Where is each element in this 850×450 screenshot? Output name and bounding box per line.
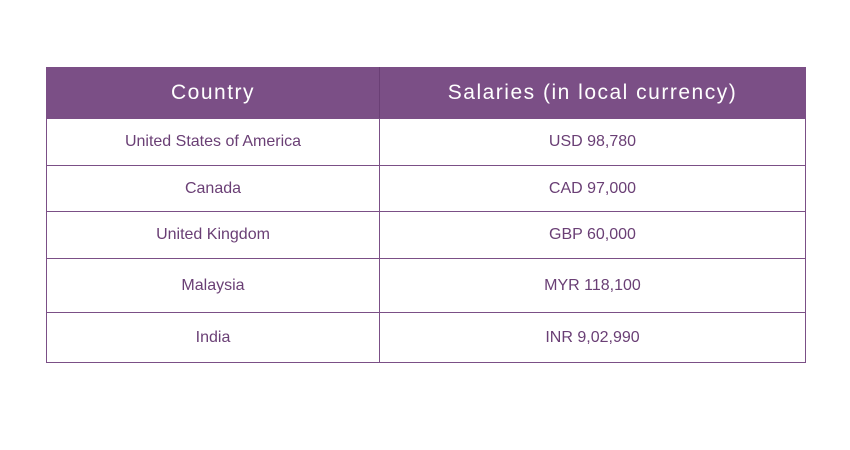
header-country: Country bbox=[46, 67, 380, 119]
salary-cell: GBP 60,000 bbox=[379, 211, 806, 259]
header-salary: Salaries (in local currency) bbox=[379, 67, 806, 119]
country-cell: United Kingdom bbox=[46, 211, 380, 259]
country-cell: Malaysia bbox=[46, 258, 380, 313]
salary-table: Country Salaries (in local currency) Uni… bbox=[46, 67, 806, 363]
table-row: United States of America USD 98,780 bbox=[46, 118, 806, 166]
table-row: United Kingdom GBP 60,000 bbox=[46, 211, 806, 259]
salary-cell: USD 98,780 bbox=[379, 118, 806, 166]
table-row: India INR 9,02,990 bbox=[46, 312, 806, 363]
country-cell: Canada bbox=[46, 165, 380, 212]
table-row: Malaysia MYR 118,100 bbox=[46, 258, 806, 313]
salary-cell: MYR 118,100 bbox=[379, 258, 806, 313]
salary-cell: CAD 97,000 bbox=[379, 165, 806, 212]
table-header-row: Country Salaries (in local currency) bbox=[46, 67, 806, 119]
country-cell: India bbox=[46, 312, 380, 363]
table-row: Canada CAD 97,000 bbox=[46, 165, 806, 212]
salary-cell: INR 9,02,990 bbox=[379, 312, 806, 363]
country-cell: United States of America bbox=[46, 118, 380, 166]
